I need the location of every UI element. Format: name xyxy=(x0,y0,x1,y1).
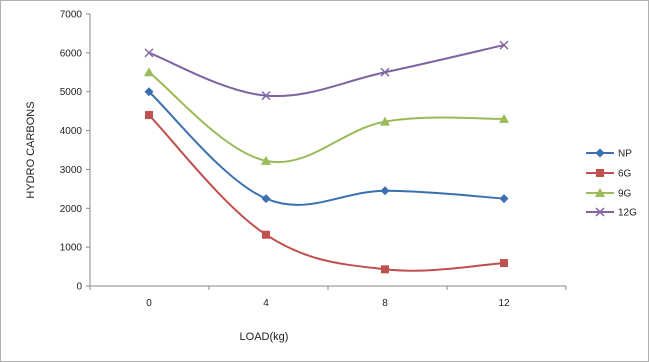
legend-marker-12g-stroke-b xyxy=(595,207,605,217)
legend-marker-np xyxy=(595,148,605,158)
y-axis-label: HYDRO CARBONS xyxy=(25,101,37,198)
series-line-9g xyxy=(148,71,505,164)
y-tick-label: 2000 xyxy=(60,204,83,215)
data-point-12g-0 xyxy=(144,48,154,58)
data-point-9g-1 xyxy=(261,155,271,165)
data-point-6g-1 xyxy=(262,230,270,239)
data-point-12g-3 xyxy=(499,40,509,50)
data-point-9g-2 xyxy=(380,116,390,126)
series-line-np xyxy=(148,90,505,206)
legend-marker-12g xyxy=(595,207,605,217)
y-tick-label: 1000 xyxy=(60,243,83,254)
x-tick-label: 8 xyxy=(382,298,388,309)
legend-label-12g: 12G xyxy=(618,208,637,219)
data-point-12g-2-stroke-b xyxy=(380,67,390,77)
data-point-6g-0 xyxy=(145,111,153,120)
data-point-6g-3 xyxy=(500,259,508,268)
y-tick-label: 3000 xyxy=(60,165,83,176)
data-point-9g-3 xyxy=(499,113,509,123)
legend-label-np: NP xyxy=(618,149,632,160)
x-tick-label: 12 xyxy=(498,298,510,309)
legend-label-9g: 9G xyxy=(618,189,632,200)
data-point-12g-1-stroke-b xyxy=(261,91,271,101)
series-line-6g xyxy=(148,114,505,272)
y-tick-label: 4000 xyxy=(60,126,83,137)
data-point-np-2 xyxy=(380,186,390,196)
y-tick-label: 0 xyxy=(76,282,82,293)
legend-marker-9g xyxy=(595,188,605,197)
y-tick-label: 6000 xyxy=(60,48,83,59)
data-point-12g-1 xyxy=(261,91,271,101)
data-point-12g-3-stroke-b xyxy=(499,40,509,50)
series-group xyxy=(144,40,509,274)
y-tick-label: 7000 xyxy=(60,10,83,21)
y-tick-label: 5000 xyxy=(60,87,83,98)
x-axis-label: LOAD(kg) xyxy=(240,331,289,343)
x-tick-label: 0 xyxy=(146,298,152,309)
data-point-np-3 xyxy=(499,194,509,204)
data-point-np-0 xyxy=(144,87,154,97)
legend-label-6g: 6G xyxy=(618,169,632,180)
x-tick-labels: 0 4 8 12 xyxy=(89,286,567,309)
series-line-12g xyxy=(148,44,505,98)
legend-marker-6g xyxy=(596,169,604,177)
data-point-np-1 xyxy=(261,194,271,204)
data-point-6g-2 xyxy=(381,265,389,274)
y-tick-labels: 0 1000 2000 3000 4000 5000 6000 7000 xyxy=(60,10,90,293)
data-point-9g-0 xyxy=(144,67,154,77)
data-point-12g-0-stroke-b xyxy=(144,48,154,58)
legend: NP 6G 9G 12G xyxy=(586,148,637,219)
x-tick-label: 4 xyxy=(263,298,269,309)
data-point-12g-2 xyxy=(380,67,390,77)
